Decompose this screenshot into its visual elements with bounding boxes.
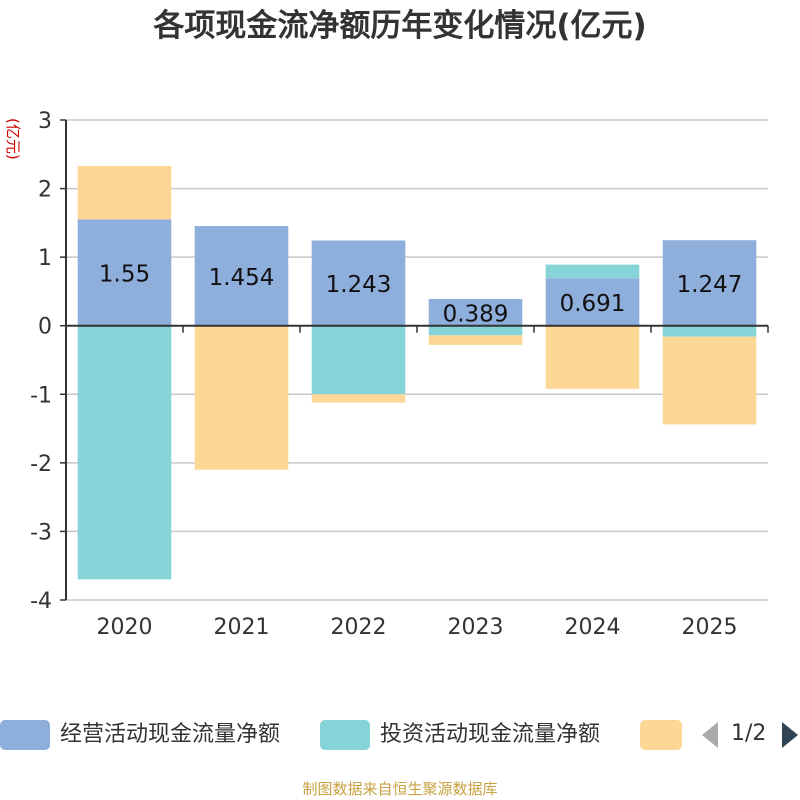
bar-2020-series-0 bbox=[77, 219, 172, 326]
y-tick-label--4: -4 bbox=[30, 589, 52, 614]
x-tick-label-2024: 2024 bbox=[565, 615, 621, 640]
legend-prev-page-icon[interactable] bbox=[702, 720, 720, 750]
x-tick-label-2025: 2025 bbox=[682, 615, 738, 640]
bar-2023-series-0 bbox=[428, 299, 523, 326]
legend-label-investing: 投资活动现金流量净额 bbox=[380, 722, 601, 747]
bar-2023-series-1 bbox=[428, 325, 523, 336]
grid-lines bbox=[66, 119, 768, 601]
bar-2022-series-1 bbox=[311, 325, 406, 395]
legend: 经营活动现金流量净额 投资活动现金流量净额 bbox=[0, 715, 800, 755]
chart-plot: (亿元) 3 2 1 0 -1 -2 -3 -4 2020 2021 2022 2023 2024 202… bbox=[4, 109, 769, 640]
x-tick-label-2022: 2022 bbox=[331, 615, 387, 640]
data-label-2020: 1.55 bbox=[99, 262, 150, 288]
legend-next-page-icon[interactable] bbox=[782, 720, 800, 750]
y-tick-label-2: 2 bbox=[38, 178, 52, 203]
bar-2025-series-0 bbox=[662, 240, 757, 326]
data-labels: 1.55 1.454 1.243 0.389 0.691 1.247 bbox=[99, 262, 743, 328]
bar-2021-series-2 bbox=[194, 325, 289, 470]
y-axis-label: (亿元) bbox=[4, 118, 22, 160]
bar-2021-series-0 bbox=[194, 226, 289, 326]
data-label-2023: 0.389 bbox=[443, 301, 509, 327]
axes: 3 2 1 0 -1 -2 -3 -4 2020 2021 2022 2023 2024 2025 bbox=[30, 109, 769, 640]
legend-swatch-financing bbox=[640, 720, 682, 750]
y-tick-label-0: 0 bbox=[38, 315, 52, 340]
bar-2020-series-1 bbox=[77, 325, 172, 580]
bar-2025-series-2 bbox=[662, 336, 757, 425]
y-tick-label--1: -1 bbox=[30, 383, 52, 408]
y-tick-label-3: 3 bbox=[38, 109, 52, 134]
y-tick-label--3: -3 bbox=[30, 520, 52, 545]
data-source-note: 制图数据来自恒生聚源数据库 bbox=[302, 780, 498, 798]
bar-2024-series-1 bbox=[545, 264, 640, 279]
bar-2022-series-2 bbox=[311, 394, 406, 403]
data-label-2024: 0.691 bbox=[560, 291, 626, 317]
data-label-2022: 1.243 bbox=[326, 272, 392, 298]
legend-page-indicator: 1/2 bbox=[731, 721, 767, 746]
y-tick-label-1: 1 bbox=[38, 246, 52, 271]
chart-title: 各项现金流净额历年变化情况(亿元) bbox=[153, 8, 647, 44]
data-label-2021: 1.454 bbox=[209, 265, 275, 291]
x-tick-label-2021: 2021 bbox=[214, 615, 270, 640]
x-tick-label-2020: 2020 bbox=[97, 615, 153, 640]
bar-2023-series-2 bbox=[428, 335, 523, 345]
bar-2024-series-0 bbox=[545, 278, 640, 326]
bars bbox=[77, 165, 757, 580]
legend-label-operating: 经营活动现金流量净额 bbox=[60, 722, 281, 747]
legend-swatch-investing bbox=[320, 720, 370, 750]
bar-2024-series-2 bbox=[545, 325, 640, 389]
data-label-2025: 1.247 bbox=[677, 272, 743, 298]
x-tick-label-2023: 2023 bbox=[448, 615, 504, 640]
legend-swatch-operating bbox=[0, 720, 50, 750]
bar-2025-series-1 bbox=[662, 325, 757, 337]
bar-2020-series-2 bbox=[77, 165, 172, 220]
bar-2022-series-0 bbox=[311, 240, 406, 326]
y-tick-label--2: -2 bbox=[30, 452, 52, 477]
